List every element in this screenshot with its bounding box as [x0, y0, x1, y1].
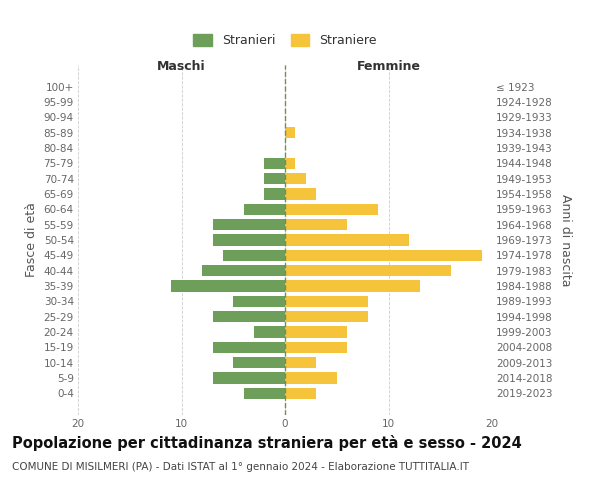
- Bar: [212, 219, 285, 230]
- Bar: [285, 173, 306, 184]
- Bar: [244, 388, 285, 399]
- Bar: [233, 357, 285, 368]
- Bar: [212, 372, 285, 384]
- Bar: [285, 234, 409, 246]
- Bar: [233, 296, 285, 307]
- Bar: [285, 250, 482, 261]
- Bar: [285, 372, 337, 384]
- Bar: [265, 188, 285, 200]
- Text: Popolazione per cittadinanza straniera per età e sesso - 2024: Popolazione per cittadinanza straniera p…: [12, 435, 522, 451]
- Text: Femmine: Femmine: [356, 60, 421, 73]
- Bar: [285, 357, 316, 368]
- Bar: [171, 280, 285, 292]
- Bar: [244, 204, 285, 215]
- Text: Maschi: Maschi: [157, 60, 206, 73]
- Bar: [265, 158, 285, 169]
- Bar: [265, 173, 285, 184]
- Bar: [285, 265, 451, 276]
- Bar: [285, 296, 368, 307]
- Bar: [285, 188, 316, 200]
- Bar: [285, 311, 368, 322]
- Y-axis label: Anni di nascita: Anni di nascita: [559, 194, 572, 286]
- Bar: [223, 250, 285, 261]
- Text: COMUNE DI MISILMERI (PA) - Dati ISTAT al 1° gennaio 2024 - Elaborazione TUTTITAL: COMUNE DI MISILMERI (PA) - Dati ISTAT al…: [12, 462, 469, 472]
- Bar: [285, 280, 419, 292]
- Bar: [254, 326, 285, 338]
- Bar: [202, 265, 285, 276]
- Bar: [285, 342, 347, 353]
- Bar: [285, 204, 378, 215]
- Bar: [285, 388, 316, 399]
- Y-axis label: Fasce di età: Fasce di età: [25, 202, 38, 278]
- Bar: [285, 219, 347, 230]
- Bar: [285, 127, 295, 138]
- Bar: [212, 311, 285, 322]
- Bar: [285, 326, 347, 338]
- Bar: [212, 342, 285, 353]
- Bar: [212, 234, 285, 246]
- Bar: [285, 158, 295, 169]
- Legend: Stranieri, Straniere: Stranieri, Straniere: [188, 29, 382, 52]
